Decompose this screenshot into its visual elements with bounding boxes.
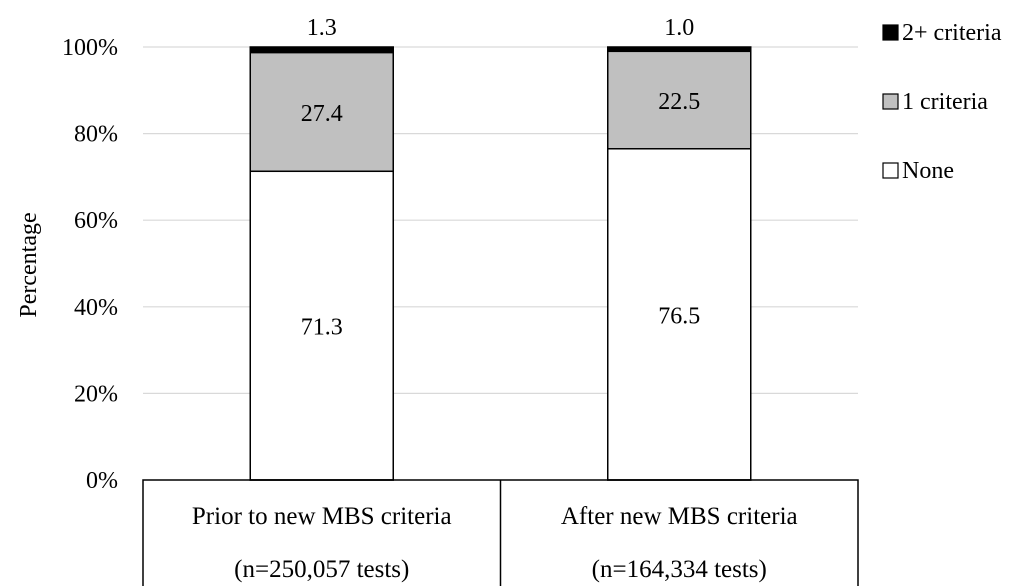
bar-segment-2-criteria <box>607 47 751 52</box>
category-label: After new MBS criteria <box>561 503 798 530</box>
y-tick-label: 0% <box>86 468 118 494</box>
category-axis-box: Prior to new MBS criteria (n=250,057 test… <box>142 479 859 586</box>
y-tick-label: 100% <box>62 35 118 61</box>
bar-segment-none <box>607 148 752 481</box>
bar-segment-none <box>249 170 394 481</box>
legend-label: 1 criteria <box>902 89 988 115</box>
legend-swatch <box>882 162 899 179</box>
legend-swatch <box>882 93 899 110</box>
data-label: 22.5 <box>658 89 700 115</box>
legend: 2+ criteria 1 criteria None <box>882 20 1002 184</box>
data-label: 1.0 <box>664 15 694 41</box>
bars: 71.3 27.4 1.3 76.5 22.5 1.0 <box>249 15 752 481</box>
data-label: 27.4 <box>301 101 343 127</box>
category-sample-size: (n=164,334 tests) <box>592 556 767 583</box>
legend-swatch <box>882 24 899 41</box>
data-label: 71.3 <box>301 315 343 341</box>
legend-label: None <box>902 158 954 184</box>
y-tick-label: 20% <box>74 381 118 407</box>
data-label: 76.5 <box>658 303 700 329</box>
data-label: 1.3 <box>307 15 337 41</box>
y-tick-label: 80% <box>74 122 118 148</box>
y-axis-label: Percentage <box>16 212 42 317</box>
y-axis-tick-labels: 0% 20% 40% 60% 80% 100% <box>62 35 118 494</box>
legend-label: 2+ criteria <box>902 20 1002 46</box>
bar-segment-2-criteria <box>250 47 394 53</box>
category-sample-size: (n=250,057 tests) <box>234 556 409 583</box>
y-tick-label: 60% <box>74 208 118 234</box>
category-label: Prior to new MBS criteria <box>192 503 452 530</box>
y-tick-label: 40% <box>74 295 118 321</box>
